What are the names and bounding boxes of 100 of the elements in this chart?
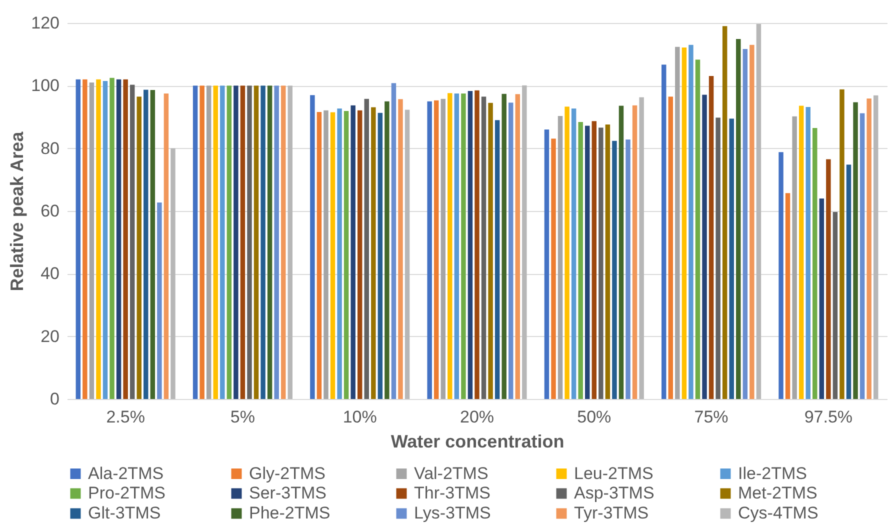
bar bbox=[150, 90, 156, 399]
bar bbox=[702, 94, 707, 399]
bar bbox=[585, 126, 590, 399]
bar bbox=[357, 110, 362, 399]
bar bbox=[778, 152, 784, 399]
bar bbox=[605, 124, 610, 399]
bar bbox=[846, 164, 852, 399]
bar bbox=[96, 79, 101, 399]
bar bbox=[716, 118, 720, 399]
bar bbox=[675, 46, 680, 399]
bar bbox=[840, 89, 844, 399]
y-tick-label: 80 bbox=[40, 138, 60, 158]
bar bbox=[853, 102, 858, 399]
bar bbox=[750, 44, 754, 399]
bar bbox=[508, 102, 514, 399]
bar bbox=[398, 99, 403, 399]
bar bbox=[136, 96, 142, 399]
y-tick-label: 40 bbox=[40, 264, 60, 284]
y-tick-label: 20 bbox=[40, 326, 60, 346]
bar bbox=[200, 86, 204, 399]
bar bbox=[826, 159, 831, 399]
bar bbox=[391, 83, 396, 399]
bar bbox=[668, 96, 674, 399]
bar bbox=[639, 97, 644, 399]
bar bbox=[213, 86, 218, 399]
bar bbox=[598, 128, 604, 399]
bar bbox=[873, 95, 878, 399]
bar bbox=[364, 98, 369, 399]
bar bbox=[234, 86, 238, 399]
legend-label: Lys-3TMS bbox=[414, 504, 491, 522]
legend-label: Val-2TMS bbox=[414, 464, 488, 483]
bar bbox=[578, 122, 583, 399]
bar bbox=[206, 86, 212, 399]
legend-label: Pro-2TMS bbox=[88, 484, 166, 502]
bar bbox=[267, 86, 272, 399]
x-tick-label: 10% bbox=[342, 408, 377, 426]
bar bbox=[564, 106, 570, 399]
legend-label: Gly-2TMS bbox=[249, 464, 326, 483]
x-tick-label: 50% bbox=[577, 408, 612, 426]
bar bbox=[76, 79, 81, 399]
bar bbox=[832, 212, 838, 399]
bar bbox=[708, 76, 714, 399]
bar bbox=[860, 113, 865, 399]
bar bbox=[220, 86, 225, 399]
bar bbox=[378, 112, 383, 399]
bar bbox=[448, 93, 452, 399]
bar bbox=[785, 193, 790, 399]
bar bbox=[260, 86, 266, 399]
bar bbox=[310, 95, 315, 399]
bar bbox=[688, 44, 694, 399]
bar bbox=[164, 94, 169, 399]
bar bbox=[551, 138, 556, 399]
bar bbox=[632, 105, 638, 399]
bar bbox=[806, 106, 810, 399]
bar bbox=[798, 106, 804, 399]
bar bbox=[337, 108, 342, 399]
bar bbox=[316, 112, 322, 399]
bar bbox=[102, 80, 108, 399]
y-tick-label: 100 bbox=[31, 76, 60, 96]
bar bbox=[288, 86, 292, 399]
bar bbox=[274, 86, 279, 399]
bar bbox=[662, 64, 666, 399]
legend-label: Leu-2TMS bbox=[574, 464, 654, 483]
bar bbox=[695, 60, 700, 399]
bar bbox=[192, 86, 198, 399]
bar bbox=[324, 110, 328, 399]
bar bbox=[819, 198, 824, 399]
bar bbox=[454, 94, 460, 399]
y-axis-title: Relative peak Area bbox=[7, 130, 28, 292]
bar bbox=[384, 101, 390, 399]
bar bbox=[427, 101, 432, 399]
bar bbox=[612, 140, 617, 399]
legend-label: Met-2TMS bbox=[738, 484, 818, 502]
bar bbox=[618, 106, 624, 399]
bar bbox=[247, 86, 252, 399]
bar bbox=[722, 26, 728, 399]
y-tick-label: 60 bbox=[40, 202, 60, 220]
bar bbox=[515, 94, 520, 399]
bar bbox=[254, 86, 259, 399]
bar bbox=[123, 79, 128, 399]
bar bbox=[330, 112, 336, 399]
bar bbox=[130, 84, 135, 399]
bar bbox=[494, 120, 500, 399]
bar bbox=[592, 121, 597, 399]
bar bbox=[736, 38, 741, 399]
bar bbox=[571, 108, 576, 399]
bar bbox=[434, 100, 439, 399]
bar bbox=[240, 86, 246, 399]
y-tick-label: 0 bbox=[50, 390, 60, 408]
x-tick-label: 20% bbox=[460, 408, 494, 426]
bar bbox=[812, 128, 818, 399]
bar bbox=[110, 78, 114, 399]
bar bbox=[558, 116, 563, 399]
bar bbox=[756, 24, 762, 399]
bar bbox=[82, 79, 88, 399]
legend-label: Ile-2TMS bbox=[738, 464, 807, 483]
bar bbox=[404, 110, 410, 399]
legend-label: Ser-3TMS bbox=[249, 484, 326, 502]
legend-label: Tyr-3TMS bbox=[574, 504, 649, 522]
bar bbox=[350, 105, 356, 399]
